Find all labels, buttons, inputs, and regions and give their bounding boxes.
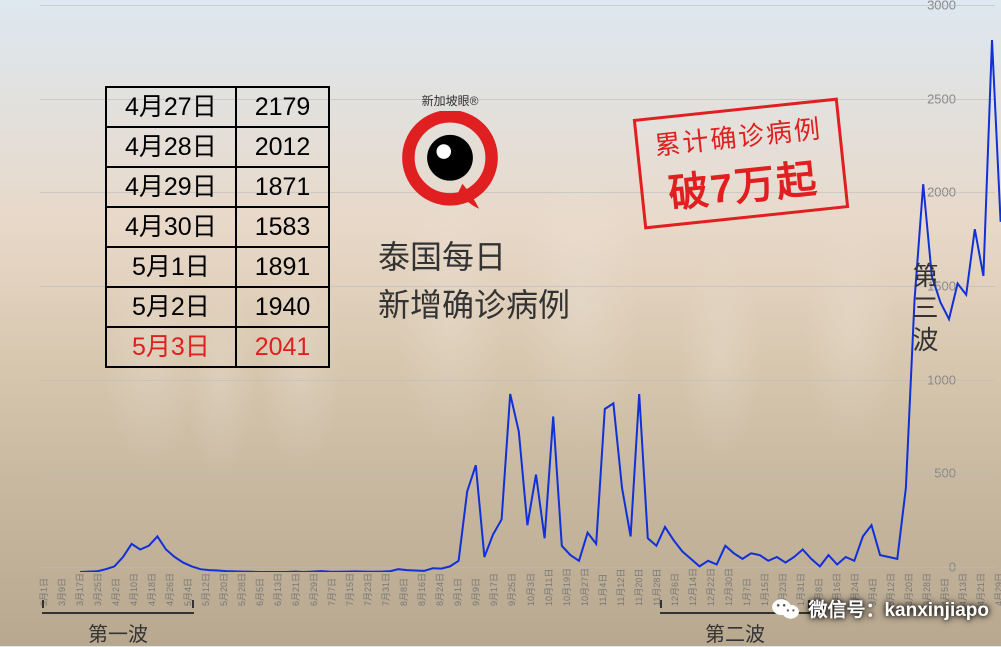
- date-cell: 4月29日: [106, 167, 236, 207]
- x-tick-label: 9月1日: [451, 578, 464, 606]
- wechat-watermark: 微信号：kanxinjiapo: [772, 595, 989, 622]
- x-tick-label: 7月23日: [361, 573, 374, 606]
- x-tick-label: 11月4日: [596, 574, 609, 606]
- table-row: 5月3日2041: [106, 327, 329, 367]
- wave1-label: 第一波: [42, 618, 194, 647]
- date-cell: 4月30日: [106, 207, 236, 247]
- x-tick-label: 6月13日: [271, 573, 284, 606]
- brace-shape: [42, 600, 194, 614]
- date-cell: 5月1日: [106, 247, 236, 287]
- x-tick-label: 7月7日: [325, 578, 338, 606]
- value-cell: 1891: [236, 247, 330, 287]
- x-tick-label: 4月29日: [992, 573, 1001, 606]
- date-cell: 4月28日: [106, 127, 236, 167]
- x-tick-label: 9月9日: [469, 578, 482, 606]
- x-tick-label: 6月5日: [253, 578, 266, 606]
- wechat-icon: [772, 597, 800, 621]
- table-row: 4月27日2179: [106, 87, 329, 127]
- x-tick-label: 10月3日: [524, 573, 537, 606]
- wechat-label: 微信号：kanxinjiapo: [808, 595, 989, 622]
- value-cell: 2179: [236, 87, 330, 127]
- x-tick-label: 10月19日: [560, 568, 573, 606]
- x-tick-label: 8月16日: [415, 573, 428, 606]
- value-cell: 1940: [236, 287, 330, 327]
- x-tick-label: 7月15日: [343, 573, 356, 606]
- table-row: 5月2日1940: [106, 287, 329, 327]
- value-cell: 2041: [236, 327, 330, 367]
- x-tick-label: 6月21日: [289, 573, 302, 606]
- title-line2: 新增确诊病例: [378, 281, 570, 329]
- table-row: 4月28日2012: [106, 127, 329, 167]
- brand-logo-box: 新加坡眼®: [390, 92, 510, 215]
- x-tick-label: 11月20日: [632, 569, 645, 606]
- x-tick-label: 9月25日: [505, 573, 518, 606]
- x-tick-label: 7月31日: [379, 573, 392, 606]
- date-cell: 5月2日: [106, 287, 236, 327]
- x-tick-label: 5月20日: [217, 573, 230, 606]
- value-cell: 1871: [236, 167, 330, 207]
- wave3-annotation: 第三波: [906, 262, 943, 358]
- date-cell: 5月3日: [106, 327, 236, 367]
- wave1-brace: 第一波: [42, 600, 194, 647]
- recent-cases-table: 4月27日21794月28日20124月29日18714月30日15835月1日…: [105, 86, 330, 368]
- value-cell: 2012: [236, 127, 330, 167]
- x-tick-label: 8月24日: [433, 573, 446, 606]
- brand-q-logo: [398, 111, 502, 215]
- chart-title: 泰国每日 新增确诊病例: [378, 233, 570, 329]
- table-row: 4月30日1583: [106, 207, 329, 247]
- x-tick-label: 10月11日: [542, 569, 555, 606]
- x-tick-label: 9月17日: [487, 573, 500, 606]
- wave2-label: 第二波: [660, 618, 810, 647]
- date-cell: 4月27日: [106, 87, 236, 127]
- x-tick-label: 10月27日: [578, 568, 591, 606]
- cumulative-stamp: 累计确诊病例 破7万起: [633, 98, 849, 230]
- table-row: 5月1日1891: [106, 247, 329, 287]
- brand-text: 新加坡眼®: [390, 92, 510, 109]
- x-tick-label: 6月29日: [307, 573, 320, 606]
- x-tick-label: 5月12日: [199, 573, 212, 606]
- value-cell: 1583: [236, 207, 330, 247]
- table-row: 4月29日1871: [106, 167, 329, 207]
- title-line1: 泰国每日: [378, 233, 570, 281]
- x-tick-label: 11月12日: [614, 569, 627, 606]
- x-tick-label: 5月28日: [235, 573, 248, 606]
- x-tick-label: 8月8日: [397, 578, 410, 606]
